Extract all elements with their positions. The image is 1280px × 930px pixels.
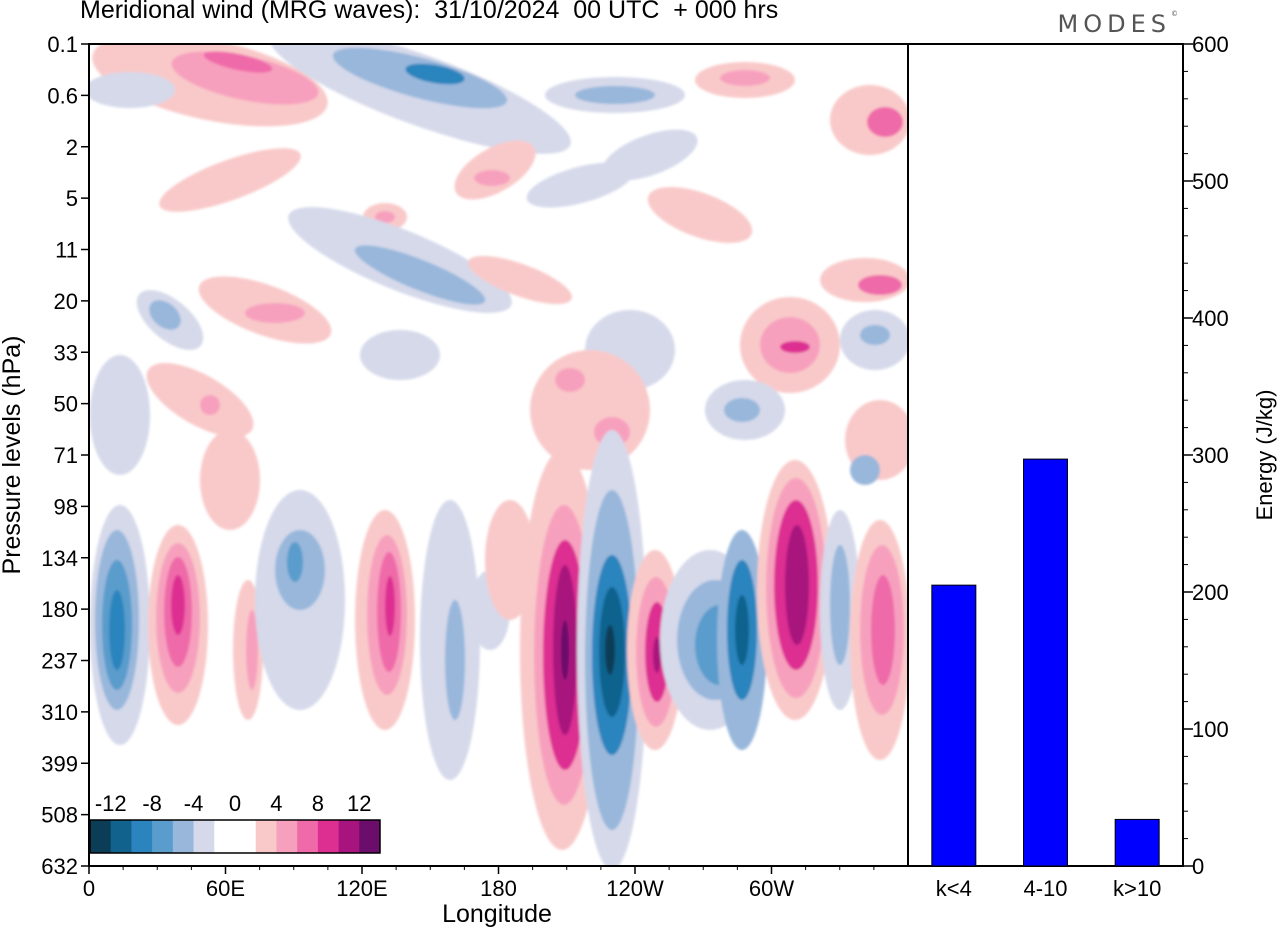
pressure-tick-label: 20: [54, 289, 78, 314]
energy-tick-label: 400: [1192, 306, 1229, 331]
energy-axis-label: Energy (J/kg): [1252, 390, 1277, 521]
wavenumber-label: 4-10: [1023, 876, 1067, 901]
colorbar-swatch: [110, 820, 132, 853]
pressure-tick-label: 134: [41, 546, 78, 571]
energy-tick-label: 500: [1192, 169, 1229, 194]
longitude-tick-label: 0: [83, 876, 95, 901]
pressure-tick-label: 71: [54, 443, 78, 468]
wavenumber-label: k<4: [936, 876, 972, 901]
pressure-tick-label: 310: [41, 700, 78, 725]
colorbar-label: 12: [347, 791, 371, 816]
brand-logo: MODES©: [1058, 10, 1178, 38]
pressure-tick-label: 2: [66, 135, 78, 160]
colorbar-swatch: [255, 820, 277, 853]
colorbar: [89, 819, 381, 854]
colorbar-swatch: [193, 820, 215, 853]
colorbar-swatch: [338, 820, 360, 853]
pressure-tick-label: 508: [41, 803, 78, 828]
brand-text: MODES: [1057, 10, 1171, 38]
energy-tick-label: 300: [1192, 443, 1229, 468]
pressure-tick-label: 33: [54, 340, 78, 365]
colorbar-swatch: [235, 820, 257, 853]
energy-tick-label: 0: [1192, 854, 1204, 879]
longitude-tick-label: 180: [480, 876, 517, 901]
colorbar-swatch: [214, 820, 236, 853]
colorbar-label: -4: [184, 791, 204, 816]
longitude-tick-label: 120E: [336, 876, 387, 901]
pressure-axis: 0.1 0.6 2 5 11 20 33 50 71 98 134 180 237 310 399 508 63…: [41, 32, 89, 879]
energy-bars: [931, 458, 1160, 867]
colorbar-labels: -12 -8 -4 0 4 8 12: [95, 791, 372, 816]
colorbar-label: -8: [142, 791, 162, 816]
heatmap-field: [89, 44, 908, 866]
energy-bar: [1023, 458, 1068, 867]
pressure-axis-label: Pressure levels (hPa): [0, 336, 26, 575]
colorbar-swatch: [90, 820, 112, 853]
colorbar-label: 8: [312, 791, 324, 816]
chart-title: Meridional wind (MRG waves): 31/10/2024 …: [80, 0, 779, 24]
colorbar-label: 4: [270, 791, 282, 816]
brand-mark: ©: [1171, 10, 1178, 18]
longitude-tick-label: 120W: [606, 876, 664, 901]
wavenumber-label: k>10: [1113, 876, 1161, 901]
energy-tick-label: 200: [1192, 580, 1229, 605]
pressure-tick-label: 632: [41, 854, 78, 879]
pressure-tick-label: 0.6: [47, 83, 78, 108]
longitude-tick-label: 60W: [749, 876, 794, 901]
longitude-axis: 0 60E 120E 180 120W 60W: [83, 866, 875, 901]
longitude-axis-label: Longitude: [442, 900, 552, 928]
colorbar-swatch: [276, 820, 298, 853]
colorbar-swatch: [359, 820, 381, 853]
pressure-tick-label: 237: [41, 649, 78, 674]
pressure-tick-label: 0.1: [47, 32, 78, 57]
energy-axis: 0 100 200 300 400 500 600: [1183, 32, 1229, 879]
colorbar-swatch: [131, 820, 153, 853]
longitude-tick-label: 60E: [206, 876, 245, 901]
pressure-tick-label: 180: [41, 597, 78, 622]
pressure-tick-label: 11: [55, 238, 78, 263]
pressure-tick-label: 50: [54, 392, 78, 417]
pressure-tick-label: 98: [54, 494, 78, 519]
pressure-tick-label: 399: [41, 751, 78, 776]
colorbar-swatch: [152, 820, 174, 853]
colorbar-label: 0: [229, 791, 241, 816]
wavenumber-axis: k<4 4-10 k>10: [936, 876, 1162, 901]
colorbar-label: -12: [95, 791, 127, 816]
colorbar-swatch: [297, 820, 319, 853]
energy-tick-label: 600: [1192, 32, 1229, 57]
pressure-tick-label: 5: [66, 186, 78, 211]
colorbar-swatch: [317, 820, 339, 853]
energy-tick-label: 100: [1192, 717, 1229, 742]
colorbar-swatch: [172, 820, 194, 853]
energy-bar: [1114, 818, 1160, 867]
energy-bar: [931, 584, 977, 867]
